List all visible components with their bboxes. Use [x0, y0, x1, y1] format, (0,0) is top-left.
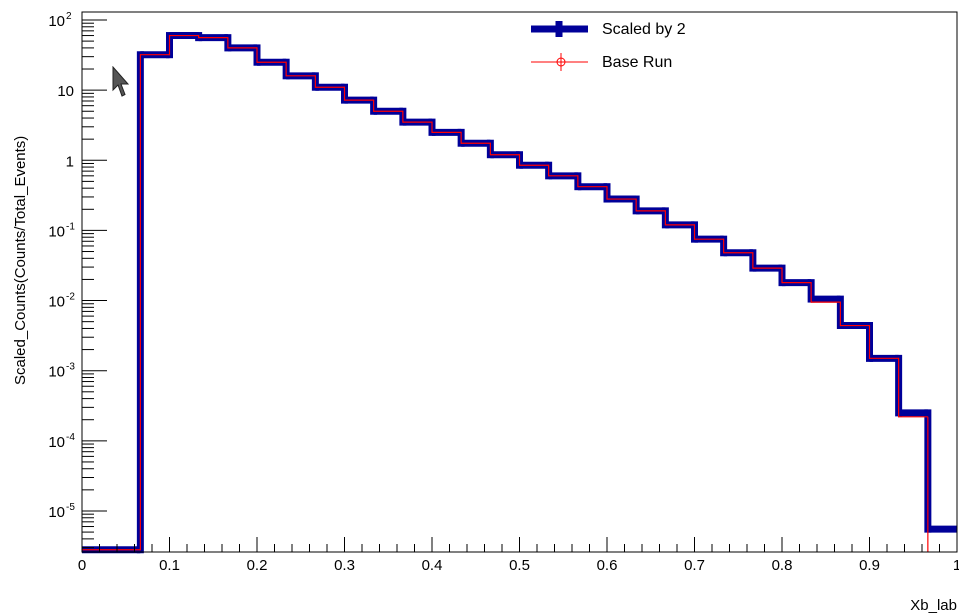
x-tick-label: 0.5: [509, 557, 530, 574]
tick-marks: [81, 19, 958, 552]
y-tick-label: 1: [66, 153, 74, 170]
legend-marker-circle-base: [556, 57, 566, 67]
legend: Scaled by 2 Base Run: [531, 21, 686, 71]
tick-labels: 0 0.1 0.2 0.3 0.4 0.5 0.6 0.7 0.8 0.9 110 -510 -410-…: [48, 11, 959, 574]
x-tick-label: 0.9: [859, 557, 880, 574]
y-axis-title: Scaled_Counts(Counts/Total_Events): [12, 136, 29, 385]
histogram-bins: [82, 32, 957, 554]
y-tick-exponent: -2: [66, 292, 75, 303]
y-tick-exponent: -4: [66, 432, 75, 443]
legend-entry-base: Base Run: [531, 53, 672, 71]
series-base: [82, 34, 929, 552]
x-tick-label: 0.7: [684, 557, 705, 574]
y-tick-label: 10: [48, 223, 65, 240]
x-tick-label: 0.1: [159, 557, 180, 574]
y-tick-exponent: 2: [66, 11, 72, 22]
x-tick-label: 0.6: [597, 557, 618, 574]
x-axis-title: Xb_lab: [910, 597, 957, 614]
series-scaled: [82, 32, 957, 554]
legend-label-base: Base Run: [602, 54, 672, 71]
y-tick-exponent: -3: [66, 362, 75, 373]
mouse-cursor-icon: [112, 66, 130, 97]
y-tick-exponent: -1: [66, 221, 75, 232]
plot-frame: [81, 11, 958, 553]
y-tick-exponent: -5: [66, 502, 75, 513]
legend-label-scaled: Scaled by 2: [602, 21, 686, 38]
x-tick-label: 0.8: [772, 557, 793, 574]
y-tick-label: 10: [48, 434, 65, 451]
y-tick-label: 10: [48, 504, 65, 521]
x-tick-label: 1: [953, 557, 959, 574]
x-tick-label: 0.2: [247, 557, 268, 574]
y-tick-label: 10: [57, 83, 74, 100]
axes: [81, 11, 958, 553]
x-tick-label: 0.3: [334, 557, 355, 574]
y-tick-label: 10: [48, 13, 65, 30]
x-tick-label: 0: [78, 557, 86, 574]
y-tick-label: 10: [48, 364, 65, 381]
x-tick-label: 0.4: [422, 557, 443, 574]
legend-entry-scaled: Scaled by 2: [531, 21, 686, 38]
y-tick-label: 10: [48, 294, 65, 311]
